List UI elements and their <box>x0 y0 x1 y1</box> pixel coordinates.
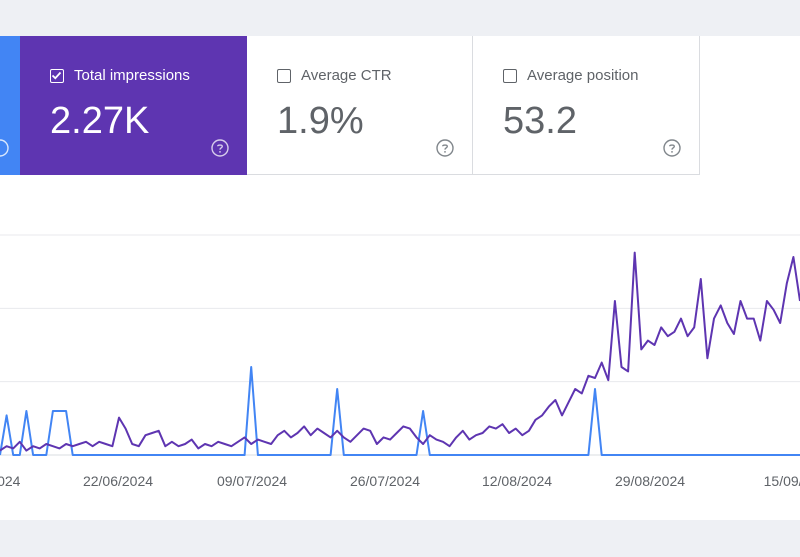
clicks-series-line <box>0 366 800 456</box>
x-tick-label: 15/09/20 <box>763 473 800 489</box>
x-tick-label: 2024 <box>0 473 21 489</box>
metric-card-ctr[interactable]: Average CTR 1.9% <box>247 36 473 175</box>
ctr-label: Average CTR <box>301 67 392 84</box>
impressions-checkbox[interactable] <box>50 69 64 83</box>
impressions-label: Total impressions <box>74 67 190 84</box>
help-icon[interactable] <box>211 139 229 157</box>
ctr-checkbox[interactable] <box>277 69 291 83</box>
metric-card-impressions[interactable]: Total impressions 2.27K <box>20 36 247 175</box>
metric-card-position[interactable]: Average position 53.2 <box>473 36 700 175</box>
ctr-value: 1.9% <box>277 100 364 142</box>
metric-card-clicks[interactable] <box>0 36 20 175</box>
position-value: 53.2 <box>503 100 577 142</box>
position-checkbox[interactable] <box>503 69 517 83</box>
help-icon[interactable] <box>0 139 9 157</box>
x-tick-label: 12/08/2024 <box>481 473 553 489</box>
impressions-series-line <box>0 251 800 452</box>
x-tick-label: 22/06/2024 <box>82 473 154 489</box>
x-tick-label: 26/07/2024 <box>349 473 421 489</box>
check-icon <box>51 71 62 80</box>
x-tick-label: 29/08/2024 <box>614 473 686 489</box>
impressions-value: 2.27K <box>50 100 150 142</box>
performance-chart[interactable] <box>0 220 800 465</box>
x-tick-label: 09/07/2024 <box>216 473 288 489</box>
chart-gridlines <box>0 234 800 456</box>
help-icon[interactable] <box>436 139 454 157</box>
help-icon[interactable] <box>663 139 681 157</box>
position-label: Average position <box>527 67 639 84</box>
